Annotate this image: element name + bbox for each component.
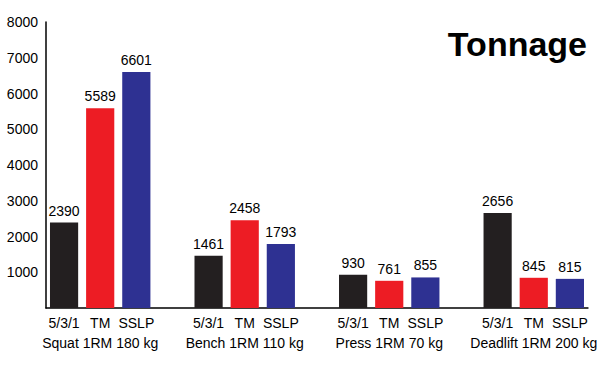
svg-text:5589: 5589: [85, 88, 116, 104]
svg-text:5/3/1: 5/3/1: [338, 315, 369, 331]
svg-text:1461: 1461: [193, 236, 224, 252]
svg-text:1000: 1000: [7, 264, 38, 280]
svg-text:1793: 1793: [265, 224, 296, 240]
svg-text:5/3/1: 5/3/1: [48, 315, 79, 331]
svg-text:Squat 1RM 180 kg: Squat 1RM 180 kg: [42, 335, 158, 351]
svg-text:TM: TM: [379, 315, 399, 331]
svg-text:855: 855: [414, 257, 438, 273]
svg-text:6601: 6601: [121, 52, 152, 68]
svg-text:7000: 7000: [7, 50, 38, 66]
svg-text:TM: TM: [90, 315, 110, 331]
svg-text:5/3/1: 5/3/1: [193, 315, 224, 331]
svg-text:845: 845: [522, 258, 546, 274]
svg-text:5000: 5000: [7, 121, 38, 137]
svg-text:Press 1RM 70 kg: Press 1RM 70 kg: [336, 335, 443, 351]
svg-text:Deadlift 1RM 200 kg: Deadlift 1RM 200 kg: [470, 335, 597, 351]
svg-text:TM: TM: [235, 315, 255, 331]
svg-text:6000: 6000: [7, 86, 38, 102]
svg-text:SSLP: SSLP: [552, 315, 588, 331]
svg-text:TM: TM: [524, 315, 544, 331]
svg-text:930: 930: [341, 255, 365, 271]
svg-text:2390: 2390: [48, 203, 79, 219]
svg-text:2656: 2656: [482, 193, 513, 209]
svg-text:SSLP: SSLP: [407, 315, 443, 331]
svg-text:8000: 8000: [7, 14, 38, 30]
svg-text:2000: 2000: [7, 229, 38, 245]
svg-text:SSLP: SSLP: [263, 315, 299, 331]
svg-text:5/3/1: 5/3/1: [482, 315, 513, 331]
svg-text:815: 815: [558, 259, 582, 275]
svg-text:Bench 1RM 110 kg: Bench 1RM 110 kg: [186, 335, 304, 351]
svg-text:2458: 2458: [229, 200, 260, 216]
svg-text:761: 761: [378, 261, 402, 277]
svg-text:4000: 4000: [7, 157, 38, 173]
svg-text:Tonnage: Tonnage: [448, 25, 587, 63]
svg-text:SSLP: SSLP: [118, 315, 154, 331]
svg-text:3000: 3000: [7, 193, 38, 209]
